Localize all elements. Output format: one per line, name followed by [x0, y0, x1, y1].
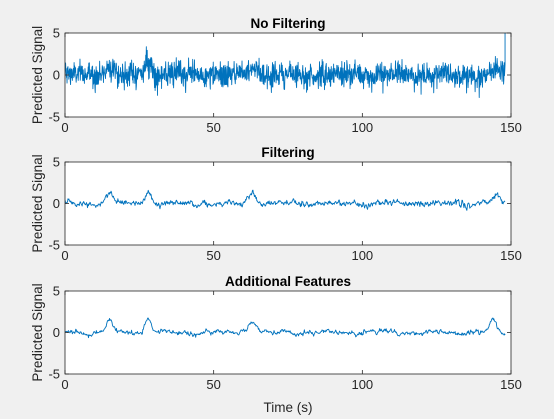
y-tick-label: -5 — [48, 110, 60, 125]
x-tick-label: 100 — [351, 377, 373, 392]
x-tick-label: 150 — [500, 248, 522, 263]
x-axis-label: Time (s) — [264, 400, 313, 415]
x-tick-label: 150 — [500, 120, 522, 135]
x-tick-label: 50 — [206, 377, 220, 392]
y-tick-label: 0 — [53, 68, 60, 83]
y-tick-label: 5 — [53, 284, 60, 299]
y-tick-label: 0 — [53, 325, 60, 340]
x-tick-label: 0 — [61, 120, 68, 135]
y-axis-label: Predicted Signal — [30, 26, 45, 124]
chart-title: No Filtering — [251, 16, 326, 31]
y-tick-label: -5 — [48, 367, 60, 382]
series-line — [65, 33, 506, 98]
y-tick-label: 5 — [53, 155, 60, 170]
chart-title: Additional Features — [225, 274, 351, 289]
x-tick-label: 150 — [500, 377, 522, 392]
x-tick-label: 100 — [351, 248, 373, 263]
x-tick-label: 100 — [351, 120, 373, 135]
plot-area — [65, 291, 511, 374]
chart-title: Filtering — [261, 145, 314, 160]
x-tick-label: 0 — [61, 377, 68, 392]
y-axis-label: Predicted Signal — [30, 154, 45, 252]
y-tick-label: -5 — [48, 238, 60, 253]
x-tick-label: 50 — [206, 120, 220, 135]
y-tick-label: 0 — [53, 196, 60, 211]
x-tick-label: 50 — [206, 248, 220, 263]
x-tick-label: 0 — [61, 248, 68, 263]
y-tick-label: 5 — [53, 26, 60, 41]
series-line — [65, 189, 506, 211]
series-line — [65, 317, 506, 339]
y-axis-label: Predicted Signal — [30, 283, 45, 381]
